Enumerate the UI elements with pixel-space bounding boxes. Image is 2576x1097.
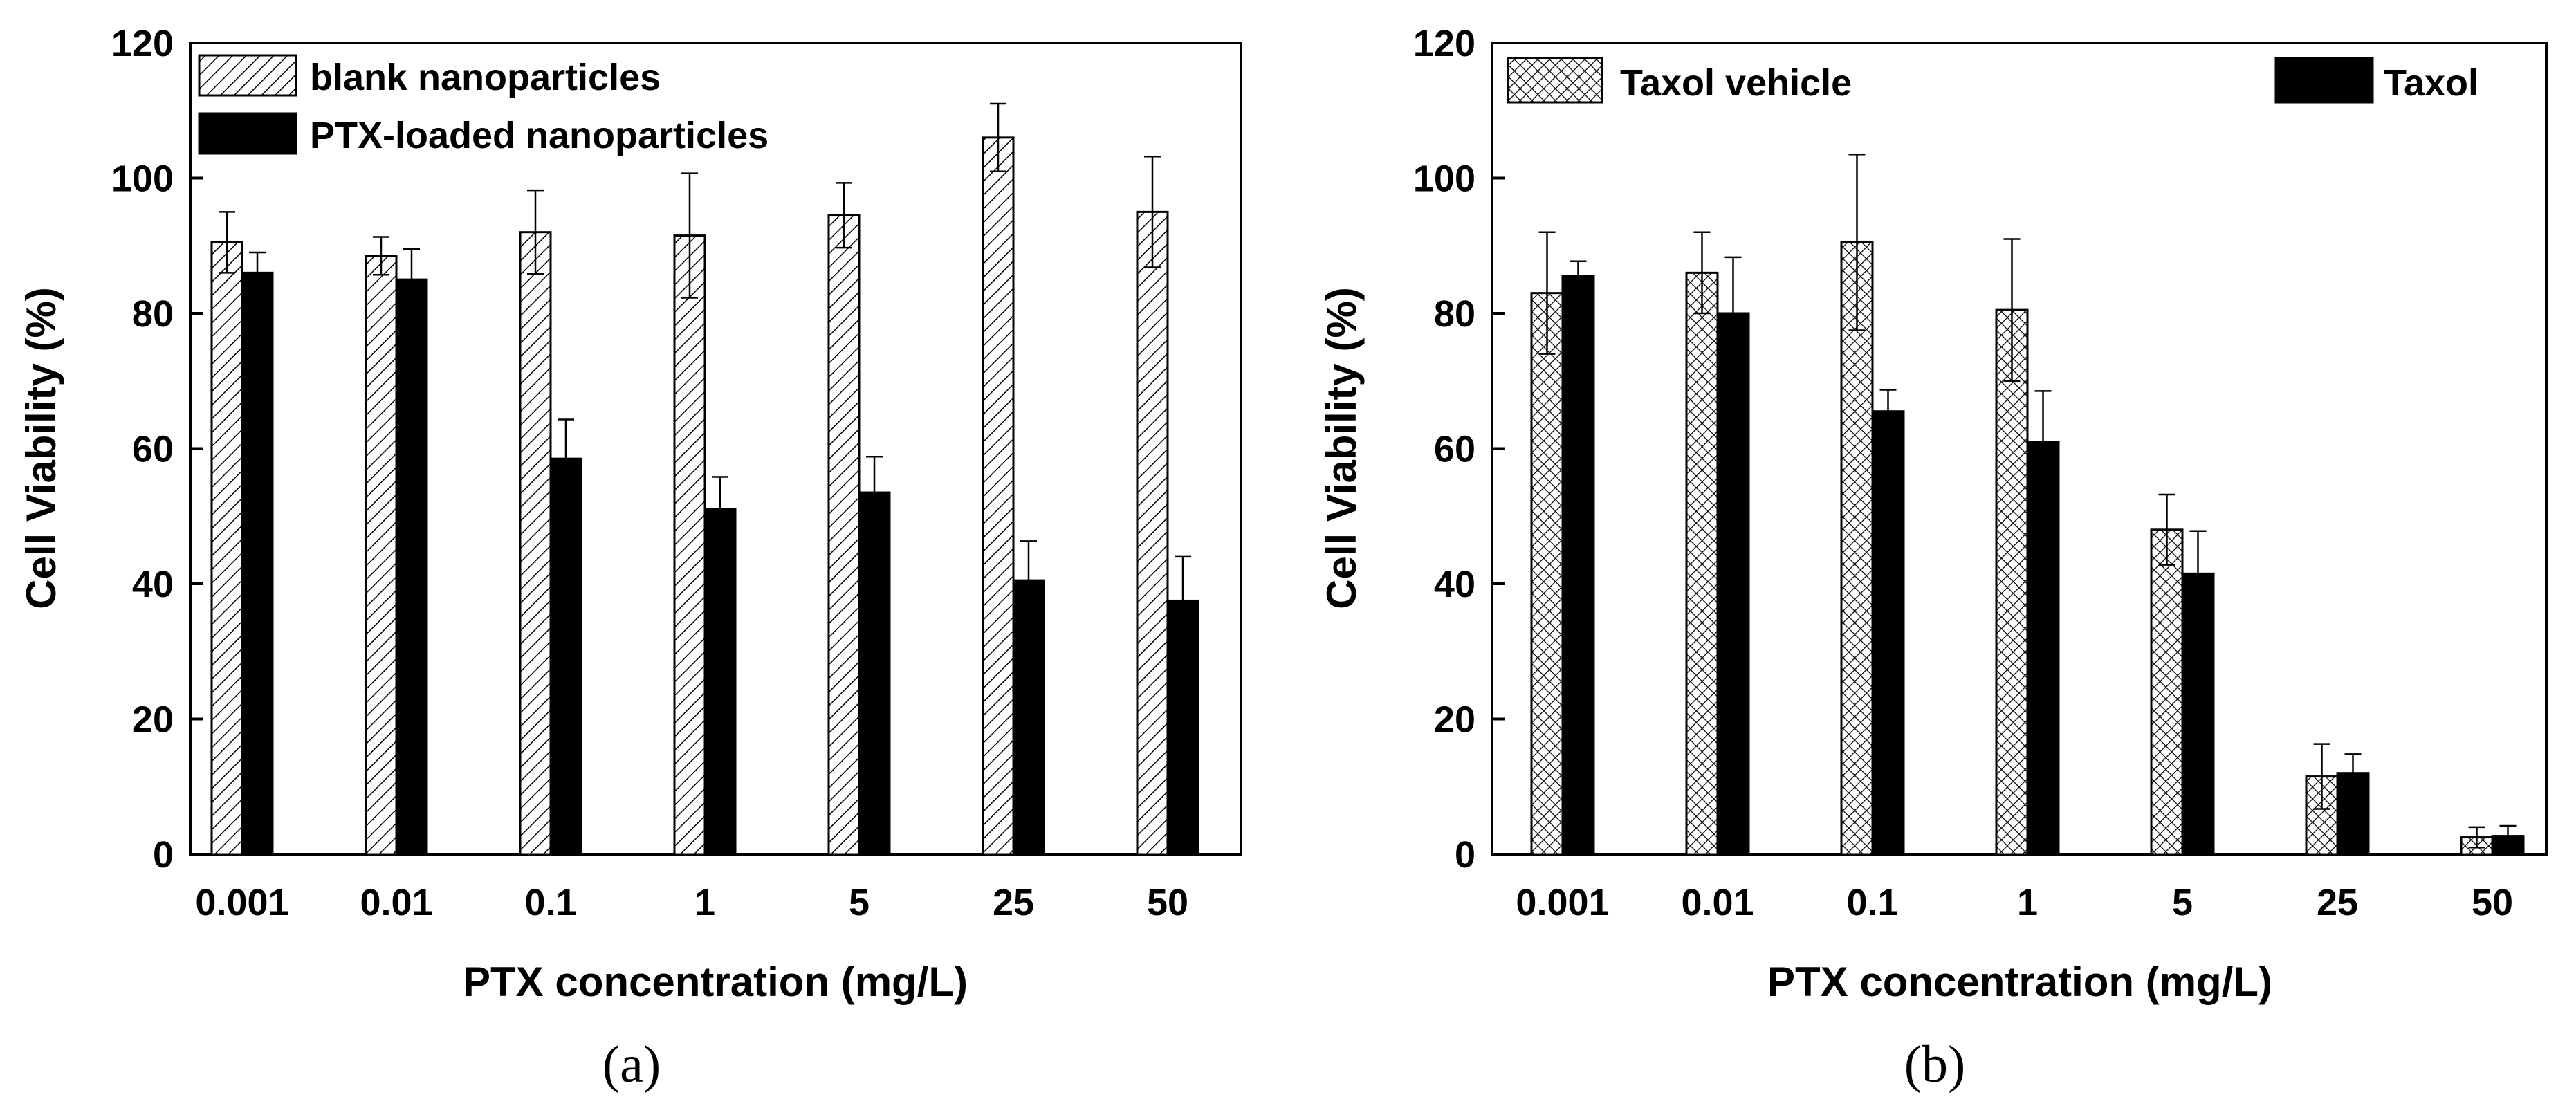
panel-b-bar-series0-3 <box>1996 310 2027 854</box>
panel-a-y-tick-label-3: 60 <box>132 429 174 470</box>
panel-b-bar-series0-4 <box>2151 530 2182 854</box>
panel-b-legend-label-taxol: Taxol <box>2384 62 2478 104</box>
panel-b-legend-swatch-taxol <box>2276 58 2373 102</box>
panel-b-bar-series1-1 <box>1718 313 1749 854</box>
panel-b-chart: 0 20 40 60 80 100 120 0.001 0.01 0.1 1 5 25 50 Cell … <box>1318 23 2546 1094</box>
panel-a-bar-series0-4 <box>829 215 859 854</box>
panel-b-x-tick-label-0: 0.001 <box>1516 882 1609 923</box>
panel-a-x-axis-title: PTX concentration (mg/L) <box>463 959 968 1005</box>
panel-b-bar-series1-2 <box>1873 412 1904 854</box>
panel-b-bar-series1-3 <box>2027 442 2059 854</box>
panel-b-y-axis-title: Cell Viability (%) <box>1318 287 1365 609</box>
panel-b-y-tick-label-4: 80 <box>1434 293 1475 335</box>
panel-a-x-tick-label-4: 5 <box>849 882 870 923</box>
panel-b-y-tick-label-1: 20 <box>1434 699 1475 741</box>
panel-a-legend-swatch-blank <box>199 55 296 95</box>
panel-b-y-tick-label-6: 120 <box>1413 23 1475 64</box>
panel-b-bars <box>1531 154 2523 854</box>
panel-a-bar-series0-0 <box>212 242 242 854</box>
panel-a-bar-series1-5 <box>1013 580 1044 854</box>
panel-a-y-tick-label-0: 0 <box>153 834 174 876</box>
panel-b-bar-series0-1 <box>1686 273 1718 854</box>
panel-a-bar-series0-2 <box>520 232 551 854</box>
panel-a-legend-label-ptx: PTX-loaded nanoparticles <box>310 115 769 156</box>
panel-a-bar-series1-2 <box>551 459 581 854</box>
panel-b-x-tick-label-4: 5 <box>2172 882 2193 923</box>
panel-b-legend-swatch-vehicle <box>1508 58 1602 102</box>
panel-a-x-tick-label-1: 0.01 <box>360 882 432 923</box>
panel-a-legend-swatch-ptx <box>199 113 296 154</box>
panel-b-bar-series0-2 <box>1841 242 1873 854</box>
panel-b-y-tick-label-0: 0 <box>1455 834 1475 876</box>
panel-b-bar-series0-0 <box>1531 293 1563 854</box>
panel-b-x-tick-label-6: 50 <box>2472 882 2513 923</box>
panel-a-bar-series0-1 <box>366 256 396 854</box>
panel-b-x-tick-label-1: 0.01 <box>1681 882 1754 923</box>
panel-a-bar-series1-0 <box>242 273 273 854</box>
panel-a-y-tick-label-2: 40 <box>132 564 174 605</box>
panel-a-x-tick-label-5: 25 <box>993 882 1034 923</box>
panel-b-x-tick-label-2: 0.1 <box>1846 882 1898 923</box>
panel-a-y-axis-title: Cell Viability (%) <box>18 287 64 609</box>
panel-a-bar-series0-3 <box>674 236 705 854</box>
panel-a-y-tick-label-4: 80 <box>132 293 174 335</box>
panel-a-x-tick-label-0: 0.001 <box>195 882 288 923</box>
panel-a-chart: 0 20 40 60 80 100 120 0.001 0.01 0.1 1 5 25 50 Cell … <box>18 23 1241 1094</box>
panel-b-x-axis-title: PTX concentration (mg/L) <box>1767 959 2272 1005</box>
panel-b-bar-series1-0 <box>1563 276 1594 854</box>
panel-a-bars <box>212 104 1198 854</box>
panel-a-y-tick-label-5: 100 <box>111 158 174 200</box>
panel-a-bar-series0-6 <box>1137 212 1168 854</box>
panel-a-x-tick-label-3: 1 <box>694 882 715 923</box>
panel-b-label: (b) <box>1904 1035 1966 1094</box>
panel-a-bar-series1-1 <box>396 279 427 854</box>
panel-a-y-tick-label-1: 20 <box>132 699 174 741</box>
panel-a-bar-series0-5 <box>983 138 1013 854</box>
panel-b-y-tick-label-3: 60 <box>1434 429 1475 470</box>
panel-a-bar-series1-4 <box>859 492 890 854</box>
panel-b-y-tick-label-5: 100 <box>1413 158 1475 200</box>
panel-b-x-tick-label-3: 1 <box>2017 882 2038 923</box>
panel-a-x-tick-label-2: 0.1 <box>524 882 576 923</box>
panel-b-legend-label-vehicle: Taxol vehicle <box>1620 62 1852 104</box>
panel-a-bar-series1-3 <box>705 509 735 854</box>
panel-a-label: (a) <box>602 1035 661 1094</box>
panel-a-legend-label-blank: blank nanoparticles <box>310 57 661 98</box>
panel-a-x-tick-label-6: 50 <box>1147 882 1188 923</box>
figure: 020406080100120 0.001 0.01 0.1 1 5 25 50 Cell … <box>0 0 2576 1097</box>
panel-b-y-tick-label-2: 40 <box>1434 564 1475 605</box>
panel-b-x-tick-label-5: 25 <box>2317 882 2358 923</box>
panel-a-y-tick-label-6: 120 <box>111 23 174 64</box>
